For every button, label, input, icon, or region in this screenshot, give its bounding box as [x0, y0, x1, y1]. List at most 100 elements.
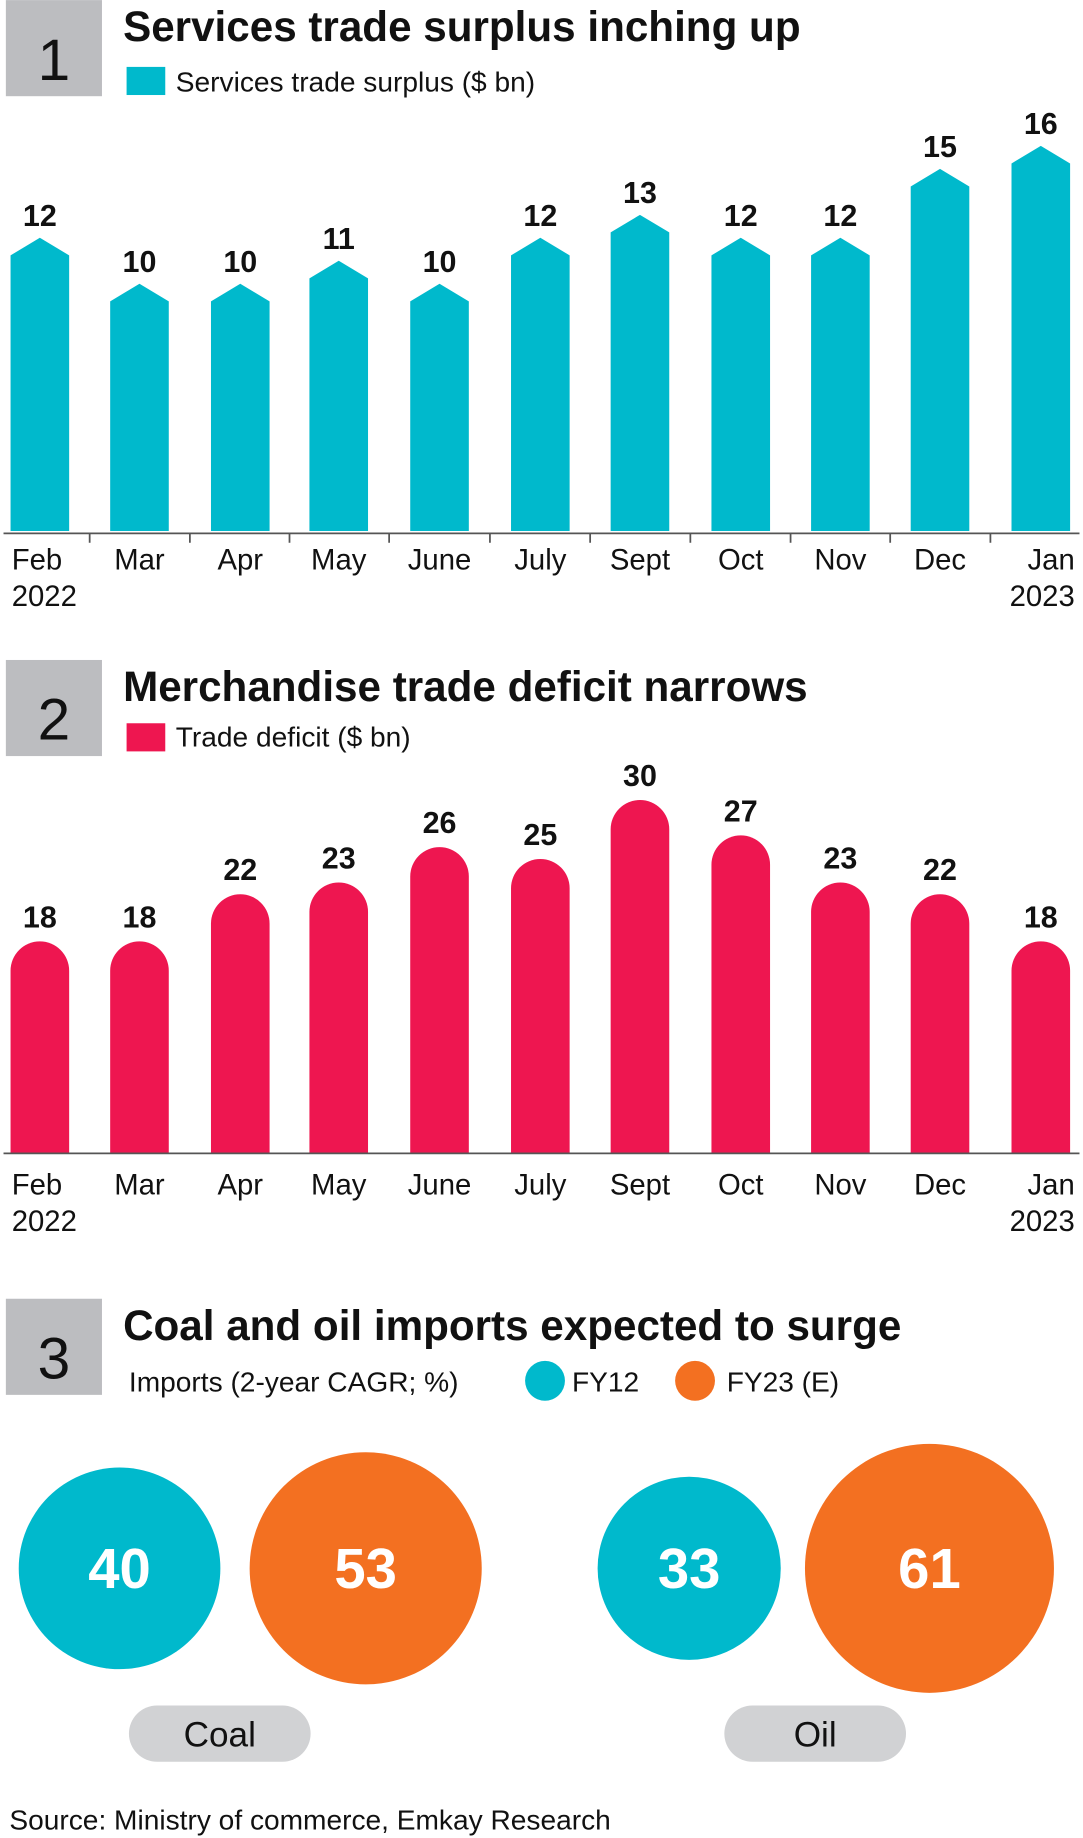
data-label: 10	[423, 245, 457, 279]
data-label: 25	[523, 818, 557, 852]
x-tick-label: Feb	[12, 1168, 62, 1201]
data-label: 12	[23, 199, 57, 233]
x-tick-label: June	[408, 544, 472, 577]
data-label: 18	[23, 900, 57, 934]
bar	[309, 882, 369, 1154]
x-tick-label: Dec	[914, 544, 966, 577]
legend-dot-fy12	[525, 1360, 565, 1401]
x-tick-label: Apr	[217, 544, 263, 577]
bar	[811, 237, 870, 532]
bar	[610, 214, 670, 532]
legend-label: Services trade surplus ($ bn)	[176, 67, 535, 98]
data-label: 10	[123, 245, 157, 279]
x-tick-label: July	[514, 1168, 566, 1201]
x-tick-label: Nov	[814, 1168, 866, 1201]
bubble-label: 61	[898, 1537, 961, 1600]
category-pill	[128, 1705, 311, 1762]
bar	[511, 858, 570, 1154]
x-tick-label: May	[311, 1168, 367, 1201]
x-tick-label: Nov	[814, 544, 866, 577]
bar	[10, 941, 70, 1154]
panel-number: 3	[38, 1326, 71, 1391]
bar	[210, 283, 270, 532]
bar	[1011, 941, 1071, 1154]
bar	[910, 894, 970, 1154]
data-label: 16	[1024, 107, 1058, 141]
data-label: 13	[623, 176, 657, 210]
x-tick-label: Sept	[610, 1168, 670, 1201]
legend-swatch	[126, 66, 166, 96]
panel-number: 1	[38, 28, 71, 93]
data-label: 23	[823, 841, 857, 875]
x-tick-label: July	[514, 544, 566, 577]
data-label: 12	[823, 199, 857, 233]
data-label: 10	[223, 245, 257, 279]
data-label: 27	[724, 794, 758, 828]
x-tick-label: Oct	[718, 544, 764, 577]
bar	[811, 882, 870, 1154]
bar	[711, 835, 771, 1154]
panel-number-box	[5, 0, 102, 97]
x-tick-label: June	[408, 1168, 472, 1201]
x-tick-label: Mar	[114, 1168, 165, 1201]
x-tick-label: 2022	[12, 1205, 77, 1238]
bar	[711, 237, 771, 532]
data-label: 26	[423, 806, 457, 840]
legend-swatch	[126, 723, 166, 752]
bar	[1011, 145, 1071, 532]
x-tick-label: Dec	[914, 1168, 966, 1201]
x-tick-label: Jan	[1028, 544, 1075, 577]
bar	[410, 847, 469, 1154]
chart-title: Services trade surplus inching up	[123, 3, 801, 50]
bar	[10, 237, 70, 532]
x-tick-label: Sept	[610, 544, 670, 577]
data-label: 18	[1024, 900, 1058, 934]
data-label: 12	[724, 199, 758, 233]
legend-title: Imports (2-year CAGR; %)	[129, 1366, 459, 1397]
legend-label: FY23 (E)	[727, 1366, 839, 1397]
data-label: 22	[923, 853, 957, 887]
bubble	[249, 1452, 482, 1685]
x-tick-label: Jan	[1028, 1168, 1075, 1201]
data-label: 15	[923, 130, 957, 164]
category-pill	[724, 1705, 907, 1762]
panel-number: 2	[38, 688, 71, 753]
bar	[210, 894, 270, 1154]
bar	[610, 800, 670, 1154]
bar	[110, 941, 169, 1154]
chart-title: Coal and oil imports expected to surge	[123, 1302, 901, 1349]
x-tick-label: May	[311, 544, 367, 577]
bar	[110, 283, 169, 532]
x-tick-label: Mar	[114, 544, 165, 577]
legend-label: FY12	[572, 1366, 639, 1397]
category-label: Coal	[184, 1715, 256, 1754]
data-label: 18	[123, 900, 157, 934]
x-tick-label: 2023	[1010, 1205, 1075, 1238]
data-label: 30	[623, 759, 657, 793]
legend-dot-fy23	[675, 1360, 715, 1401]
bubble	[804, 1443, 1054, 1693]
source-note: Source: Ministry of commerce, Emkay Rese…	[9, 1805, 610, 1836]
x-tick-label: 2023	[1010, 580, 1075, 613]
x-tick-label: Oct	[718, 1168, 764, 1201]
bar	[511, 237, 570, 532]
data-label: 23	[322, 841, 356, 875]
bar	[910, 168, 970, 532]
bubble-label: 33	[658, 1537, 721, 1600]
bubble-label: 53	[334, 1537, 397, 1600]
bubble	[18, 1467, 221, 1670]
data-label: 22	[223, 853, 257, 887]
bubble-label: 40	[88, 1537, 151, 1600]
panel-number-box	[5, 1298, 102, 1395]
data-label: 11	[323, 222, 355, 256]
bar	[410, 283, 469, 532]
data-label: 12	[523, 199, 557, 233]
bar	[309, 260, 369, 532]
bubble	[597, 1476, 781, 1660]
x-tick-label: Apr	[217, 1168, 263, 1201]
category-label: Oil	[794, 1715, 837, 1754]
legend-label: Trade deficit ($ bn)	[176, 722, 411, 753]
panel-number-box	[5, 659, 102, 757]
x-tick-label: Feb	[12, 544, 62, 577]
